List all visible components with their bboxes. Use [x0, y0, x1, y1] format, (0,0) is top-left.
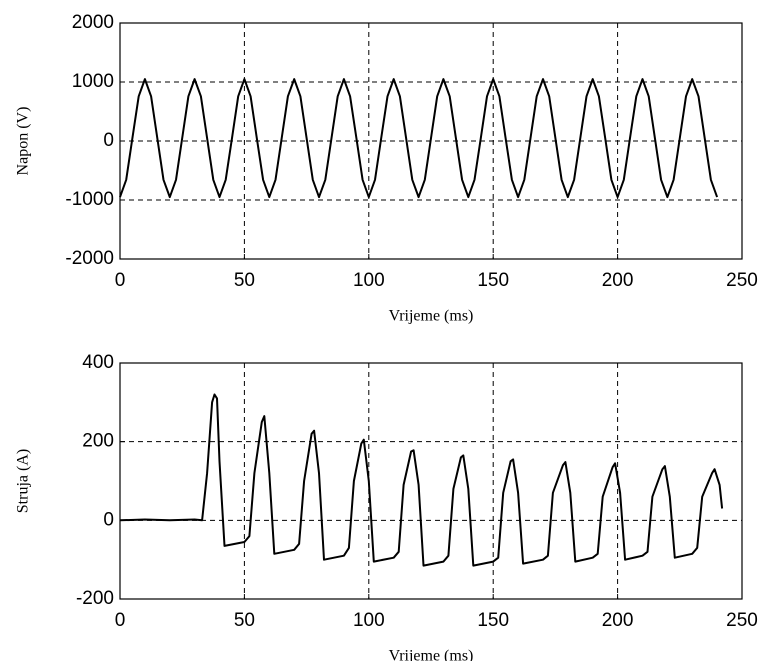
- y-tick-label: -200: [76, 588, 114, 609]
- y-axis-label: Struja (A): [15, 449, 32, 513]
- y-tick-label: -1000: [65, 189, 114, 210]
- x-tick-label: 250: [726, 610, 758, 631]
- x-axis-label: Vrijeme (ms): [389, 308, 474, 325]
- x-tick-label: 100: [353, 610, 385, 631]
- x-tick-label: 150: [477, 610, 509, 631]
- y-tick-label: 1000: [72, 71, 114, 92]
- x-tick-label: 200: [602, 610, 634, 631]
- data-line: [119, 78, 719, 199]
- x-tick-label: 150: [477, 270, 509, 291]
- y-tick-label: 0: [103, 509, 114, 530]
- x-tick-label: 0: [115, 270, 126, 291]
- x-tick-label: 50: [234, 270, 255, 291]
- x-tick-label: 200: [602, 270, 634, 291]
- y-tick-label: 2000: [72, 12, 114, 33]
- plot-frame: [119, 22, 743, 260]
- y-tick-label: 200: [82, 431, 114, 452]
- y-tick-label: -2000: [65, 248, 114, 269]
- y-tick-label: 0: [103, 130, 114, 151]
- x-tick-label: 50: [234, 610, 255, 631]
- x-axis-label: Vrijeme (ms): [389, 648, 474, 661]
- x-tick-label: 0: [115, 610, 126, 631]
- y-tick-label: 400: [82, 352, 114, 373]
- plot-frame: [119, 362, 743, 600]
- data-line: [119, 393, 724, 567]
- x-tick-label: 100: [353, 270, 385, 291]
- y-axis-label: Napon (V): [15, 107, 32, 176]
- x-tick-label: 250: [726, 270, 758, 291]
